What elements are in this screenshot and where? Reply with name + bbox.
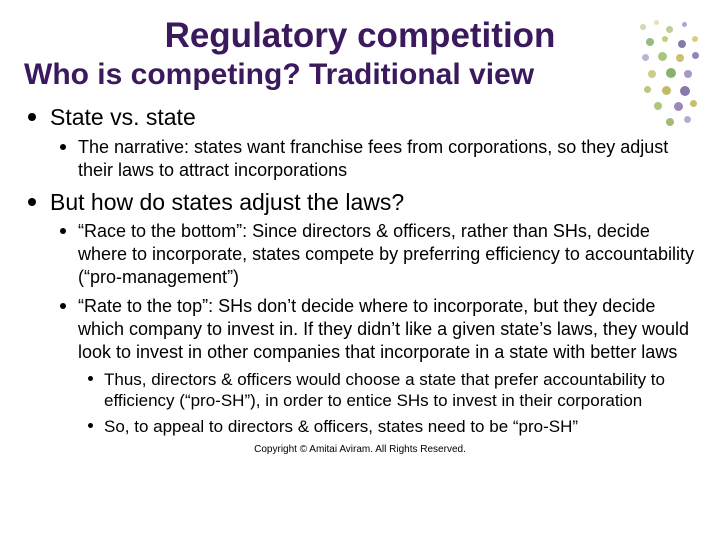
bullet-L2-text: “Race to the bottom”: Since directors & …: [78, 220, 696, 289]
bullet-L3: So, to appeal to directors & officers, s…: [78, 416, 696, 438]
bullet-L3: Thus, directors & officers would choose …: [78, 369, 696, 413]
bullet-L1-text: But how do states adjust the laws?: [50, 188, 696, 217]
bullet-L2: The narrative: states want franchise fee…: [50, 136, 696, 182]
slide-title: Regulatory competition: [24, 18, 696, 55]
copyright-footer: Copyright © Amitai Aviram. All Rights Re…: [24, 444, 696, 455]
bullet-L2-text: “Rate to the top”: SHs don’t decide wher…: [78, 295, 696, 364]
bullet-L3-text: So, to appeal to directors & officers, s…: [104, 416, 696, 438]
bullet-L2: “Rate to the top”: SHs don’t decide wher…: [50, 295, 696, 437]
bullet-L1-text: State vs. state: [50, 103, 696, 132]
bullet-L2-text: The narrative: states want franchise fee…: [78, 136, 696, 182]
bullet-L2: “Race to the bottom”: Since directors & …: [50, 220, 696, 289]
bullet-L3-text: Thus, directors & officers would choose …: [104, 369, 696, 413]
bullet-L1: State vs. state The narrative: states wan…: [24, 103, 696, 182]
bullet-L1: But how do states adjust the laws? “Race …: [24, 188, 696, 438]
slide-subtitle: Who is competing? Traditional view: [24, 57, 696, 93]
slide-body: State vs. state The narrative: states wan…: [24, 103, 696, 438]
